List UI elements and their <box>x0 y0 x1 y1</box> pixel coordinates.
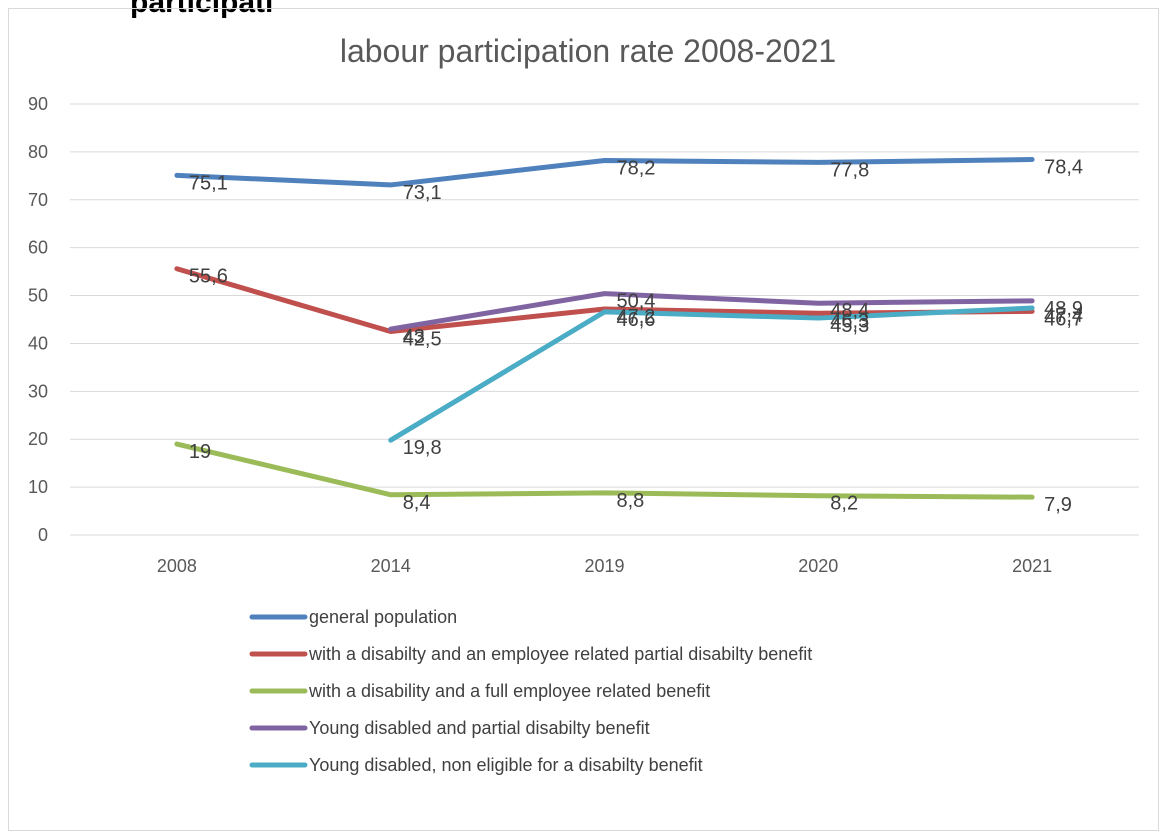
data-label: 45,3 <box>830 315 869 337</box>
y-tick-label: 70 <box>28 190 48 210</box>
y-tick-label: 50 <box>28 286 48 306</box>
y-axis-ticks: 0 10 20 30 40 50 60 70 80 90 <box>28 94 48 545</box>
data-label: 48,9 <box>1044 298 1083 320</box>
legend-label: with a disability and a full employee re… <box>308 681 710 701</box>
data-label: 77,8 <box>830 159 869 181</box>
y-tick-label: 0 <box>38 525 48 545</box>
x-tick-label: 2008 <box>157 556 197 576</box>
series-lines <box>174 157 1035 500</box>
data-label: 47,4 <box>1044 305 1083 327</box>
x-tick-label: 2021 <box>1012 556 1052 576</box>
series-line <box>388 291 1035 332</box>
data-label: 50,4 <box>617 291 656 313</box>
data-label: 78,4 <box>1044 157 1083 179</box>
data-label: 46,3 <box>830 310 869 332</box>
y-tick-label: 80 <box>28 142 48 162</box>
legend-label: Young disabled and partial disabilty ben… <box>309 718 650 738</box>
data-label: 78,2 <box>617 158 656 180</box>
data-label: 55,6 <box>189 266 228 288</box>
x-axis-ticks: 2008 2014 2019 2020 2021 <box>157 556 1052 576</box>
data-label: 46,7 <box>1044 308 1083 330</box>
data-label: 8,4 <box>403 492 431 514</box>
y-tick-label: 10 <box>28 477 48 497</box>
y-tick-label: 60 <box>28 238 48 258</box>
series-line <box>388 305 1035 443</box>
data-label: 43 <box>403 326 425 348</box>
data-labels: 75,1 73,1 78,2 77,8 78,4 55,6 42,5 47,2 46,3 46,7… <box>189 157 1083 517</box>
data-label: 46,6 <box>617 309 656 331</box>
data-label: 48,4 <box>830 300 869 322</box>
data-label: 19,8 <box>403 437 442 459</box>
series-line <box>174 441 1035 500</box>
chart-frame <box>8 8 1159 831</box>
legend-label: with a disabilty and an employee related… <box>308 644 812 664</box>
y-tick-label: 20 <box>28 429 48 449</box>
data-label: 47,2 <box>617 306 656 328</box>
data-label: 8,8 <box>617 490 645 512</box>
x-tick-label: 2019 <box>584 556 624 576</box>
legend: general population with a disabilty and a… <box>249 607 812 775</box>
data-label: 8,2 <box>830 493 858 515</box>
y-tick-label: 30 <box>28 381 48 401</box>
data-label: 19 <box>189 441 211 463</box>
chart-title: labour participation rate 2008-2021 <box>340 33 836 69</box>
data-label: 7,9 <box>1044 494 1072 516</box>
y-tick-label: 90 <box>28 94 48 114</box>
data-label: 42,5 <box>403 328 442 350</box>
legend-label: general population <box>309 607 457 627</box>
data-label: 75,1 <box>189 172 228 194</box>
x-tick-label: 2020 <box>798 556 838 576</box>
data-label: 73,1 <box>403 182 442 204</box>
gridlines <box>70 103 1139 536</box>
series-line <box>174 157 1035 188</box>
legend-label: Young disabled, non eligible for a disab… <box>309 755 703 775</box>
y-tick-label: 40 <box>28 333 48 353</box>
x-tick-label: 2014 <box>371 556 411 576</box>
heading-fragment: participati <box>130 0 274 19</box>
